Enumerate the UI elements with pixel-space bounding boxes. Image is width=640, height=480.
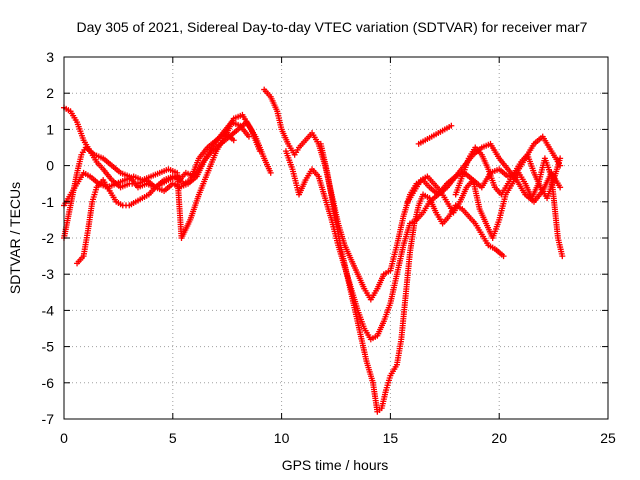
chart-title: Day 305 of 2021, Sidereal Day-to-day VTE… [77, 19, 588, 35]
data-point [559, 253, 566, 260]
data-point [557, 155, 564, 162]
y-tick-label: -2 [42, 230, 55, 246]
x-tick-label: 10 [274, 430, 290, 446]
series-track-j [452, 144, 564, 202]
series-track-b [61, 119, 252, 241]
data-point [256, 148, 263, 155]
data-point [230, 137, 237, 144]
x-axis-title: GPS time / hours [282, 457, 389, 473]
y-tick-label: 0 [46, 158, 54, 174]
y-tick-label: -6 [42, 375, 55, 391]
data-point [267, 169, 274, 176]
y-tick-label: -7 [42, 411, 55, 427]
y-tick-label: 3 [46, 49, 54, 65]
y-tick-label: -3 [42, 266, 55, 282]
data-points [61, 86, 566, 415]
y-tick-label: -5 [42, 339, 55, 355]
data-point [245, 133, 252, 140]
x-axis-ticks: 0 5 10 15 20 25 [60, 57, 616, 446]
data-point [448, 122, 455, 129]
x-tick-label: 5 [169, 430, 177, 446]
data-point [500, 253, 507, 260]
y-tick-label: -1 [42, 194, 55, 210]
x-tick-label: 25 [600, 430, 616, 446]
y-tick-label: -4 [42, 302, 55, 318]
y-axis-title: SDTVAR / TECUs [7, 182, 23, 294]
x-tick-label: 20 [491, 430, 507, 446]
y-axis-ticks: -7 -6 -5 -4 -3 -2 -1 0 1 2 3 [42, 49, 608, 427]
x-tick-label: 15 [383, 430, 399, 446]
series-track-h [415, 122, 455, 147]
y-tick-label: 1 [46, 121, 54, 137]
x-tick-label: 0 [60, 430, 68, 446]
series-track-d [61, 111, 263, 241]
y-tick-label: 2 [46, 85, 54, 101]
data-point [557, 184, 564, 191]
